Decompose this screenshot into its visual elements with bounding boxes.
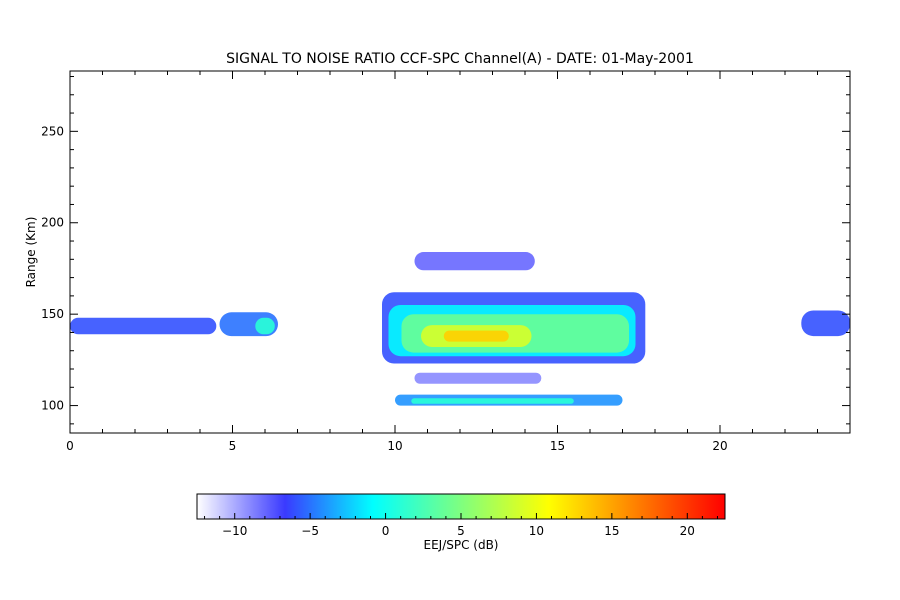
colorbar-label: EEJ/SPC (dB) xyxy=(423,538,498,552)
snr-region-8 xyxy=(414,252,535,271)
y-axis-label: Range (Km) xyxy=(24,217,38,288)
snr-region-0 xyxy=(70,317,217,335)
y-tick-label: 150 xyxy=(41,307,64,321)
colorbar-tick-label: 10 xyxy=(529,524,544,538)
snr-region-9 xyxy=(414,372,542,384)
colorbar-tick-label: 5 xyxy=(457,524,465,538)
snr-region-12 xyxy=(801,310,851,337)
heatmap-plot-area xyxy=(70,252,851,406)
colorbar-tick-label: −5 xyxy=(301,524,319,538)
snr-region-2 xyxy=(255,317,275,335)
x-tick-label: 15 xyxy=(550,439,565,453)
colorbar-axis: −10 −5 0 5 10 15 20 xyxy=(204,513,718,538)
x-axis: 0 5 10 15 20 xyxy=(66,71,851,453)
x-tick-label: 5 xyxy=(229,439,237,453)
x-tick-label: 20 xyxy=(712,439,727,453)
x-tick-label: 10 xyxy=(387,439,402,453)
y-tick-label: 250 xyxy=(41,124,64,138)
x-tick-label: 0 xyxy=(66,439,74,453)
colorbar-tick-label: 20 xyxy=(680,524,695,538)
y-tick-label: 100 xyxy=(41,399,64,413)
colorbar-tick-label: 15 xyxy=(604,524,619,538)
y-tick-label: 200 xyxy=(41,216,64,230)
chart-title: SIGNAL TO NOISE RATIO CCF-SPC Channel(A)… xyxy=(226,51,694,67)
snr-region-7 xyxy=(443,330,509,342)
snr-region-11 xyxy=(411,398,574,404)
y-axis: 100 150 200 250 xyxy=(41,75,850,425)
colorbar-tick-label: 0 xyxy=(382,524,390,538)
colorbar-tick-label: −10 xyxy=(222,524,247,538)
